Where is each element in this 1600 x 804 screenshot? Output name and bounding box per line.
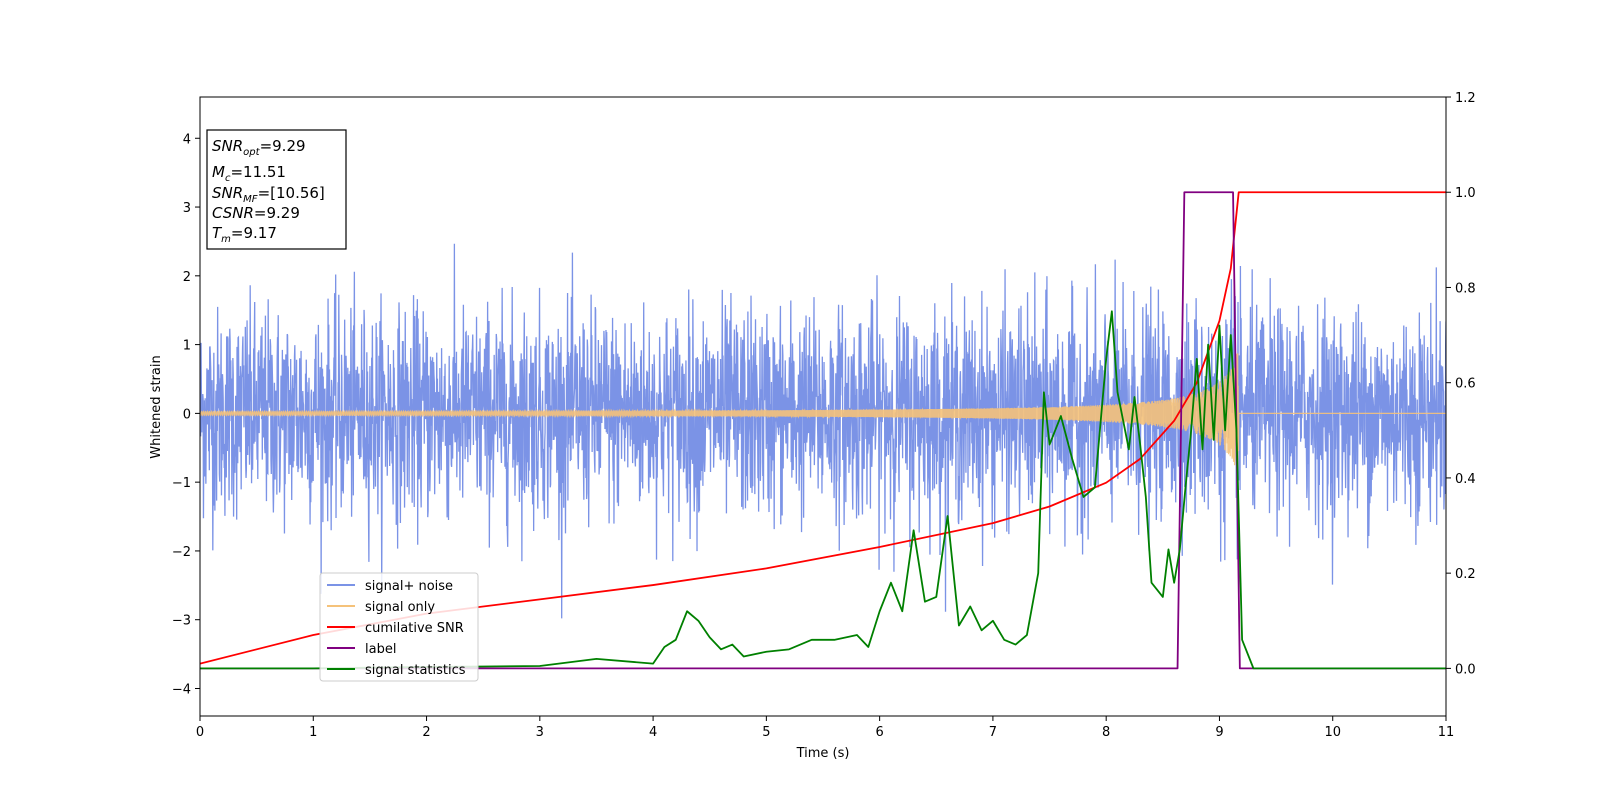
plot-frame [199,96,1447,717]
series-layer [200,191,1446,670]
y2-tick-label: 0.2 [1455,567,1476,582]
y2-tick-label: 0.4 [1455,472,1476,487]
y-tick-label: −2 [172,545,191,560]
y-tick-label: −4 [172,682,191,697]
stats-mc: Mc=11.51 [212,163,286,184]
x-tick-label: 2 [422,725,430,740]
stats-csnr: CSNR=9.29 [212,204,300,222]
x-tick-label: 0 [196,725,204,740]
y-tick-label: 1 [183,339,191,354]
y-tick-label: −1 [172,476,191,491]
x-tick-label: 6 [875,725,883,740]
y-axis-left: 4 3 2 1 0 −1 −2 −3 −4 [172,132,200,697]
x-tick-label: 11 [1438,725,1455,740]
legend: signal+ noise signal only cumilative SNR… [319,572,479,682]
x-axis-label: Time (s) [796,746,850,761]
y-axis-label: Whitened strain [149,355,164,458]
y2-tick-label: 1.0 [1455,186,1476,201]
y-tick-label: 3 [183,201,191,216]
stats-box-frame [206,129,347,250]
legend-label-cumulative-snr: cumilative SNR [365,621,464,636]
y-tick-label: 4 [183,132,191,147]
stats-snr-opt: SNRopt=9.29 [212,137,306,158]
x-tick-label: 8 [1102,725,1110,740]
x-tick-label: 4 [649,725,657,740]
series-cumulative-snr-line [200,191,1446,665]
x-axis: 0 1 2 3 4 5 6 7 8 9 10 11 [196,716,1454,740]
y2-tick-label: 0.6 [1455,377,1476,392]
series-signal-statistics-line [200,310,1446,670]
x-tick-label: 1 [309,725,317,740]
stats-box: SNRopt=9.29 Mc=11.51 SNRMF=[10.56] CSNR=… [206,129,347,250]
legend-label-signal-noise: signal+ noise [365,579,453,594]
y-tick-label: 0 [183,407,191,422]
x-tick-label: 5 [762,725,770,740]
legend-label-signal-statistics: signal statistics [365,663,466,678]
stats-snr-mf: SNRMF=[10.56] [212,184,325,205]
y2-tick-label: 1.2 [1455,91,1476,106]
legend-frame [319,572,479,682]
legend-label-label: label [365,642,396,657]
y2-tick-label: 0.8 [1455,281,1476,296]
series-signal-only-line [200,352,1446,478]
y-axis-right: 1.2 1.0 0.8 0.6 0.4 0.2 0.0 [1446,91,1476,677]
stats-tm: Tm=9.17 [212,224,277,245]
x-tick-label: 7 [989,725,997,740]
x-tick-label: 10 [1324,725,1341,740]
y-tick-label: 2 [183,270,191,285]
x-tick-label: 3 [536,725,544,740]
legend-label-signal-only: signal only [365,600,435,615]
y-tick-label: −3 [172,614,191,629]
y2-tick-label: 0.0 [1455,662,1476,677]
x-tick-label: 9 [1215,725,1223,740]
